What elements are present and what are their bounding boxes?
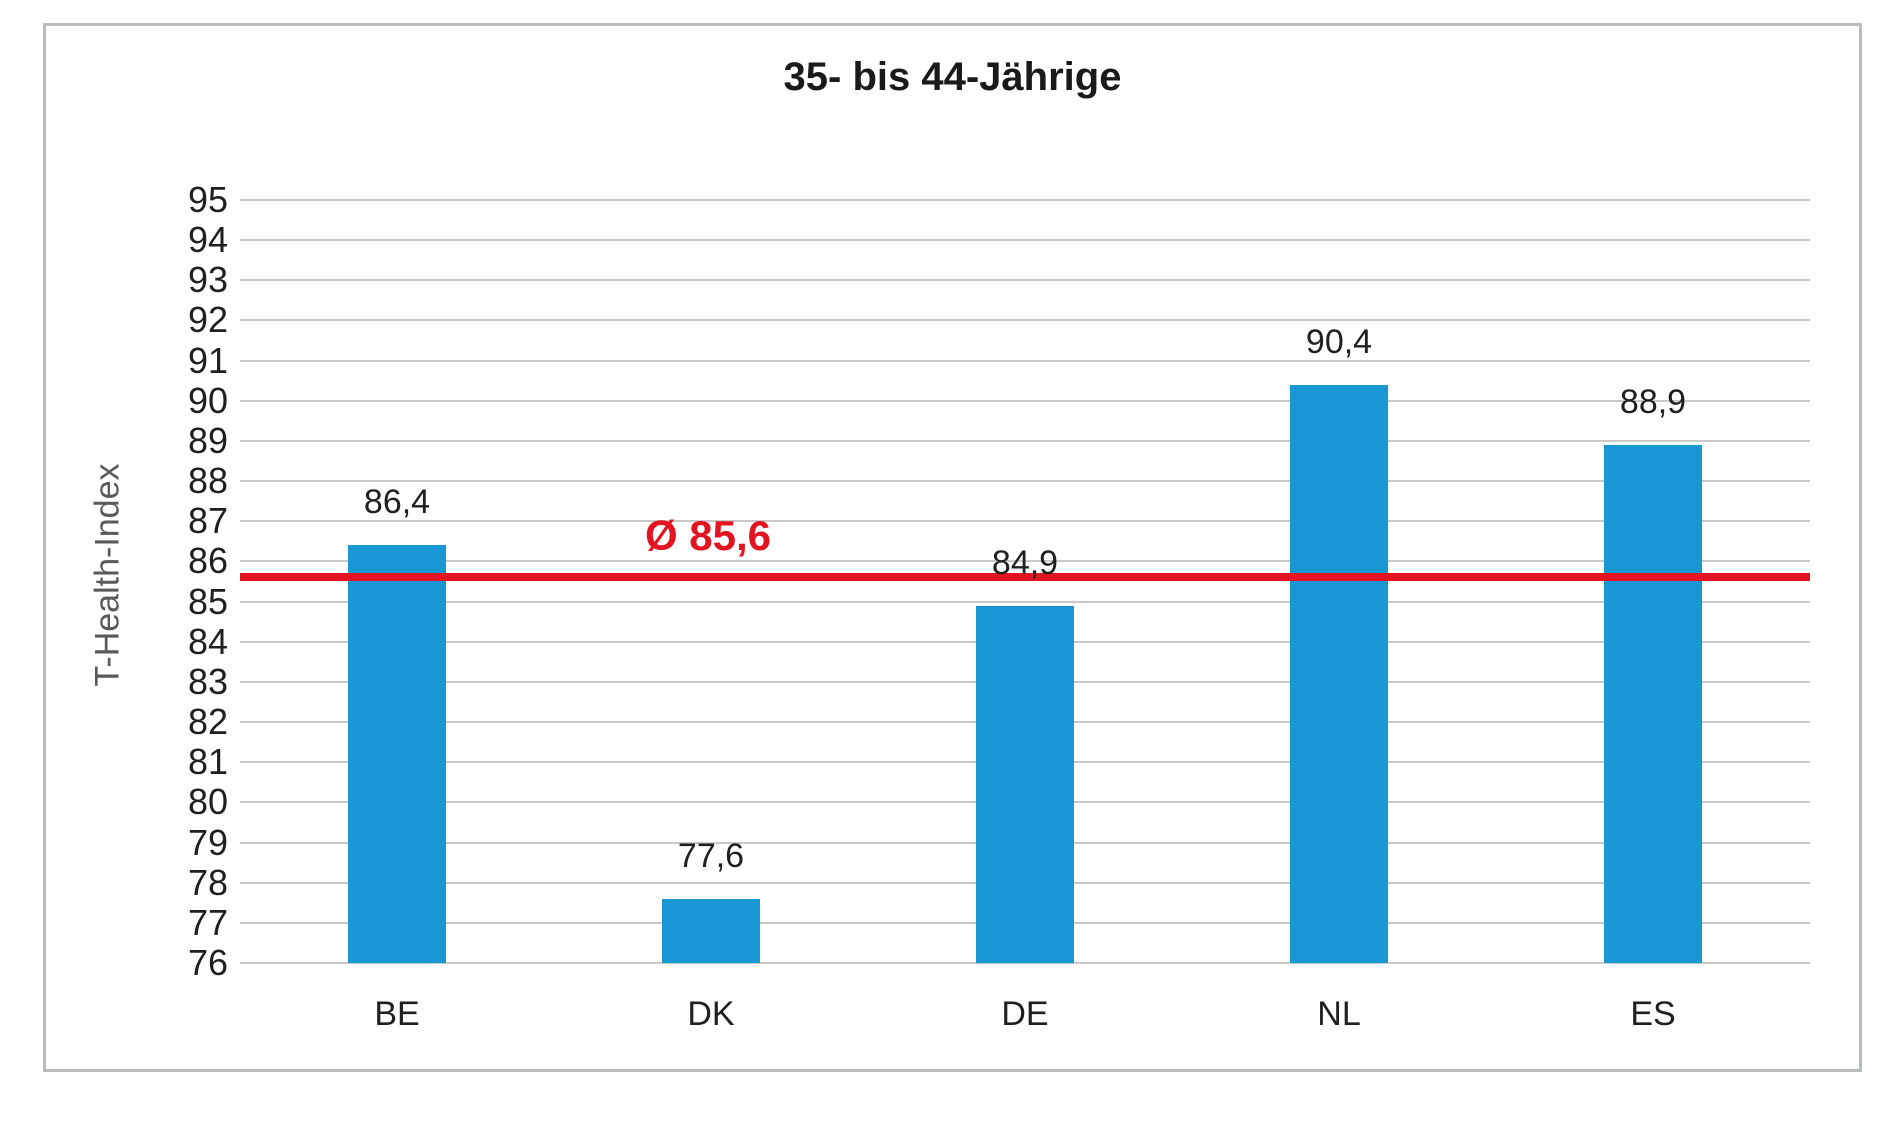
gridline [240, 560, 1810, 563]
gridline [240, 399, 1810, 402]
bar-value-label: 88,9 [1619, 382, 1687, 421]
gridline [240, 962, 1810, 964]
y-tick-label: 84 [187, 620, 228, 662]
y-tick-label: 78 [187, 861, 228, 903]
gridline [240, 439, 1810, 442]
y-tick-label: 94 [187, 219, 228, 261]
chart-frame: 35- bis 44-Jährige T-Health-Index 76 77 78… [43, 23, 1862, 1072]
y-tick-label: 77 [187, 901, 228, 943]
y-tick-label: 90 [187, 379, 228, 421]
gridline [240, 600, 1810, 603]
average-line-label: Ø 85,6 [644, 512, 772, 560]
y-tick-label: 92 [187, 299, 228, 341]
bar [1604, 444, 1702, 963]
bar-value-label: 90,4 [1305, 322, 1373, 361]
gridline [240, 239, 1810, 242]
gridline [240, 319, 1810, 322]
gridline [240, 199, 1810, 201]
y-tick-label: 95 [187, 179, 228, 220]
y-tick-label: 85 [187, 580, 228, 622]
average-line [240, 573, 1810, 582]
plot-area: 76 77 78 79 80 81 82 83 84 85 86 87 88 89 90 91 92 93 94 95… [188, 182, 1810, 1031]
bar-value-label: 84,9 [991, 543, 1059, 582]
y-tick-label: 82 [187, 701, 228, 743]
bar [976, 605, 1074, 963]
y-tick-label: 79 [187, 821, 228, 863]
x-tick-label: DE [1001, 995, 1049, 1033]
y-tick-label: 86 [187, 540, 228, 582]
y-tick-label: 89 [187, 419, 228, 461]
bar-value-label: 77,6 [677, 836, 745, 875]
y-tick-label: 87 [187, 500, 228, 542]
gridline [240, 520, 1810, 523]
gridline [240, 279, 1810, 282]
x-tick-label: ES [1630, 995, 1676, 1033]
y-tick-label: 76 [187, 942, 228, 983]
y-tick-label: 91 [187, 339, 228, 381]
y-tick-label: 93 [187, 259, 228, 301]
gridline [240, 359, 1810, 362]
chart-title: 35- bis 44-Jährige [783, 55, 1122, 99]
y-tick-label: 81 [187, 741, 228, 783]
y-tick-label: 83 [187, 660, 228, 702]
gridline [240, 480, 1810, 483]
x-tick-label: DK [687, 995, 735, 1033]
bar [1290, 384, 1388, 963]
bar [662, 898, 760, 963]
y-tick-label: 80 [187, 781, 228, 823]
x-tick-label: NL [1317, 995, 1361, 1033]
y-tick-label: 88 [187, 460, 228, 502]
bar-value-label: 86,4 [363, 483, 431, 522]
bar [348, 545, 446, 963]
x-tick-label: BE [374, 995, 420, 1033]
